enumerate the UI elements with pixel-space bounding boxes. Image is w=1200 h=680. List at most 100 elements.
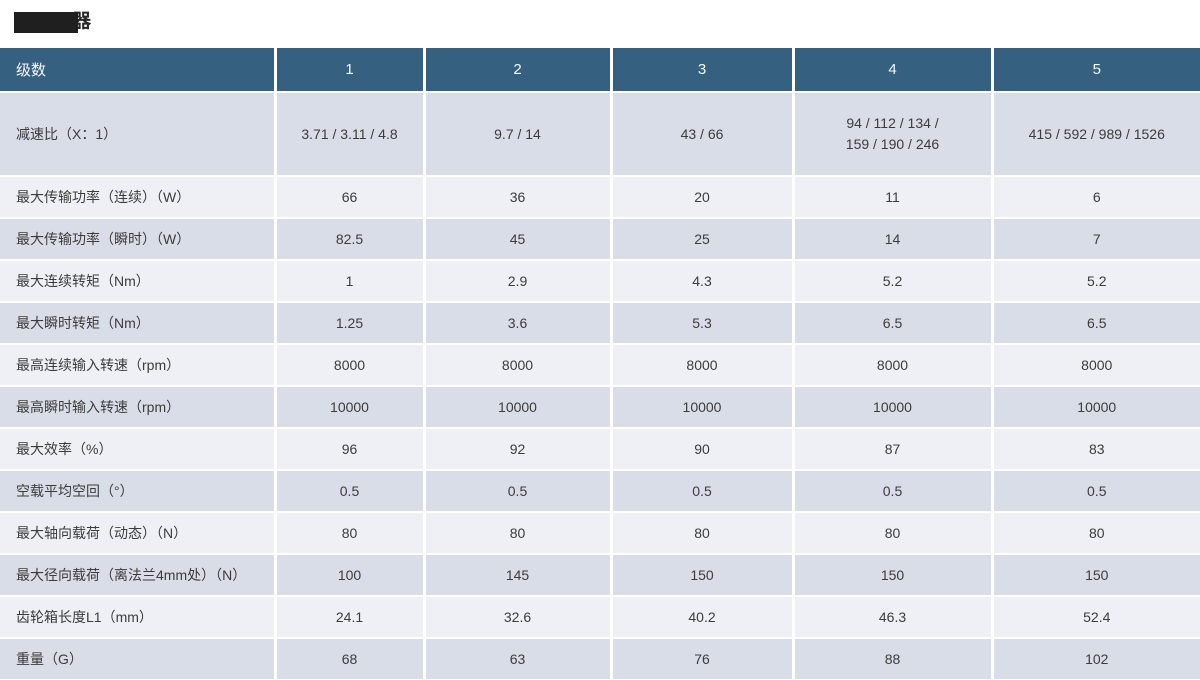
spec-cell: 63 [424, 638, 613, 680]
spec-cell: 94 / 112 / 134 / 159 / 190 / 246 [793, 92, 994, 177]
row-label: 最大瞬时转矩（Nm） [0, 302, 277, 345]
spec-cell: 2.9 [424, 260, 613, 303]
spec-cell: 68 [275, 638, 426, 680]
spec-cell: 52.4 [992, 596, 1200, 639]
table-row: 最大传输功率（瞬时）（W） 82.5 45 25 14 7 [0, 218, 1200, 261]
spec-cell: 5.3 [611, 302, 795, 345]
row-label: 空载平均空回（°） [0, 470, 277, 513]
spec-cell: 36 [424, 176, 613, 219]
header-cell-stage-1: 1 [275, 48, 426, 93]
table-row: 重量（G） 68 63 76 88 102 [0, 638, 1200, 680]
spec-cell: 1 [275, 260, 426, 303]
row-label: 最高瞬时输入转速（rpm） [0, 386, 277, 429]
spec-cell: 0.5 [992, 470, 1200, 513]
spec-cell: 11 [793, 176, 994, 219]
spec-cell: 8000 [424, 344, 613, 387]
table-row: 齿轮箱长度L1（mm） 24.1 32.6 40.2 46.3 52.4 [0, 596, 1200, 639]
spec-cell: 6.5 [992, 302, 1200, 345]
row-label: 最大传输功率（连续）（W） [0, 176, 277, 219]
table-row: 最高瞬时输入转速（rpm） 10000 10000 10000 10000 10… [0, 386, 1200, 429]
spec-cell: 88 [793, 638, 994, 680]
spec-cell: 80 [611, 512, 795, 555]
spec-cell: 10000 [793, 386, 994, 429]
spec-cell: 80 [793, 512, 994, 555]
spec-cell: 25 [611, 218, 795, 261]
header-cell-stage-3: 3 [611, 48, 795, 93]
header-cell-label: 级数 [0, 48, 277, 93]
spec-cell: 96 [275, 428, 426, 471]
table-row: 减速比（X：1） 3.71 / 3.11 / 4.8 9.7 / 14 43 /… [0, 92, 1200, 177]
header-cell-stage-5: 5 [992, 48, 1200, 93]
row-label: 最大效率（%） [0, 428, 277, 471]
spec-cell: 10000 [992, 386, 1200, 429]
spec-cell: 7 [992, 218, 1200, 261]
spec-cell: 24.1 [275, 596, 426, 639]
spec-cell: 87 [793, 428, 994, 471]
spec-cell: 145 [424, 554, 613, 597]
spec-cell: 10000 [424, 386, 613, 429]
table-row: 最大径向载荷（离法兰4mm处）（N） 100 145 150 150 150 [0, 554, 1200, 597]
spec-cell: 43 / 66 [611, 92, 795, 177]
spec-cell: 40.2 [611, 596, 795, 639]
redaction-box [14, 12, 78, 33]
table-body: 减速比（X：1） 3.71 / 3.11 / 4.8 9.7 / 14 43 /… [0, 92, 1200, 680]
spec-cell: 8000 [275, 344, 426, 387]
spec-cell: 32.6 [424, 596, 613, 639]
spec-cell: 80 [424, 512, 613, 555]
spec-cell: 0.5 [611, 470, 795, 513]
table-row: 最高连续输入转速（rpm） 8000 8000 8000 8000 8000 [0, 344, 1200, 387]
table-row: 最大瞬时转矩（Nm） 1.25 3.6 5.3 6.5 6.5 [0, 302, 1200, 345]
header-cell-stage-2: 2 [424, 48, 613, 93]
row-label: 齿轮箱长度L1（mm） [0, 596, 277, 639]
row-label: 最大传输功率（瞬时）（W） [0, 218, 277, 261]
row-label: 最大径向载荷（离法兰4mm处）（N） [0, 554, 277, 597]
spec-cell: 66 [275, 176, 426, 219]
spec-cell: 1.25 [275, 302, 426, 345]
spec-cell: 8000 [793, 344, 994, 387]
header-cell-stage-4: 4 [793, 48, 994, 93]
spec-table: 级数 1 2 3 4 5 减速比（X：1） 3.71 / 3.11 / 4.8 … [0, 48, 1200, 680]
table-row: 最大轴向载荷（动态）（N） 80 80 80 80 80 [0, 512, 1200, 555]
spec-cell: 100 [275, 554, 426, 597]
spec-cell: 6.5 [793, 302, 994, 345]
spec-cell: 150 [992, 554, 1200, 597]
spec-cell: 83 [992, 428, 1200, 471]
spec-cell: 0.5 [275, 470, 426, 513]
spec-cell: 92 [424, 428, 613, 471]
spec-cell: 8000 [611, 344, 795, 387]
spec-cell: 5.2 [793, 260, 994, 303]
page-title: 器 [14, 10, 134, 34]
spec-cell: 8000 [992, 344, 1200, 387]
row-label: 重量（G） [0, 638, 277, 680]
spec-cell: 46.3 [793, 596, 994, 639]
spec-cell: 80 [992, 512, 1200, 555]
header-row: 级数 1 2 3 4 5 [0, 48, 1200, 93]
spec-cell: 76 [611, 638, 795, 680]
row-label: 最高连续输入转速（rpm） [0, 344, 277, 387]
spec-cell: 14 [793, 218, 994, 261]
spec-cell: 150 [793, 554, 994, 597]
spec-cell: 9.7 / 14 [424, 92, 613, 177]
spec-cell: 20 [611, 176, 795, 219]
spec-cell: 82.5 [275, 218, 426, 261]
table-header: 级数 1 2 3 4 5 [0, 48, 1200, 93]
spec-cell: 415 / 592 / 989 / 1526 [992, 92, 1200, 177]
table-row: 最大效率（%） 96 92 90 87 83 [0, 428, 1200, 471]
spec-cell: 3.6 [424, 302, 613, 345]
spec-cell: 5.2 [992, 260, 1200, 303]
table-row: 空载平均空回（°） 0.5 0.5 0.5 0.5 0.5 [0, 470, 1200, 513]
row-label: 减速比（X：1） [0, 92, 277, 177]
row-label: 最大连续转矩（Nm） [0, 260, 277, 303]
spec-cell: 102 [992, 638, 1200, 680]
spec-cell: 45 [424, 218, 613, 261]
spec-cell: 10000 [275, 386, 426, 429]
spec-cell: 0.5 [424, 470, 613, 513]
table-row: 最大连续转矩（Nm） 1 2.9 4.3 5.2 5.2 [0, 260, 1200, 303]
spec-cell: 150 [611, 554, 795, 597]
spec-cell: 6 [992, 176, 1200, 219]
spec-cell: 90 [611, 428, 795, 471]
spec-cell: 3.71 / 3.11 / 4.8 [275, 92, 426, 177]
spec-cell: 80 [275, 512, 426, 555]
spec-cell: 10000 [611, 386, 795, 429]
